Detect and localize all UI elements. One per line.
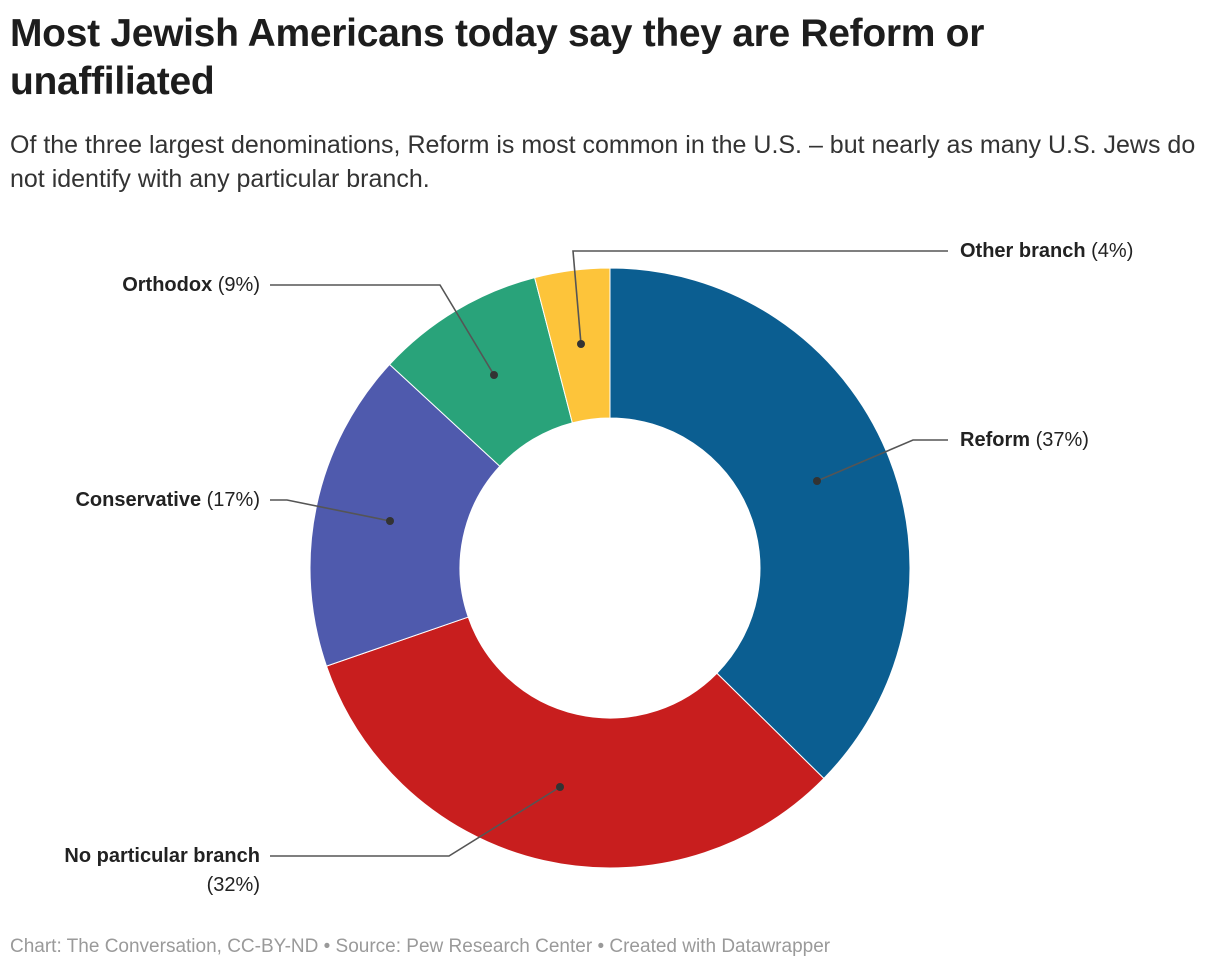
label-name: Other branch — [960, 240, 1086, 262]
leader-line-orthodox — [270, 284, 495, 376]
chart-title: Most Jewish Americans today say they are… — [10, 12, 985, 103]
label-value: (9%) — [217, 274, 260, 296]
label-conservative: Conservative (17%) — [75, 486, 260, 515]
leader-dot-no-particular-branch — [556, 783, 564, 791]
chart-footer: Chart: The Conversation, CC-BY-ND • Sour… — [10, 936, 831, 957]
slice-other-branch — [534, 267, 611, 424]
label-no-particular-branch: No particular branch (32%) — [64, 842, 260, 900]
label-value: (32%) — [206, 874, 260, 896]
leader-line-no-particular-branch — [270, 786, 561, 857]
chart-subtitle: Of the three largest denominations, Refo… — [10, 131, 1196, 193]
leader-line-conservative — [270, 499, 391, 522]
label-name: No particular branch — [64, 845, 260, 867]
label-value: (4%) — [1091, 240, 1134, 262]
leader-line-other-branch — [572, 250, 948, 345]
leader-dot-conservative — [386, 517, 394, 525]
label-other-branch: Other branch (4%) — [960, 237, 1133, 266]
leader-dot-orthodox — [490, 371, 498, 379]
label-name: Conservative — [75, 489, 202, 511]
slice-conservative — [309, 363, 501, 667]
slice-no-particular-branch — [325, 616, 825, 869]
label-name: Reform — [960, 429, 1031, 451]
leader-dot-reform — [813, 477, 821, 485]
label-orthodox: Orthodox (9%) — [122, 271, 260, 300]
leader-dot-other-branch — [577, 340, 585, 348]
label-reform: Reform (37%) — [960, 426, 1089, 455]
label-value: (17%) — [206, 489, 260, 511]
label-value: (37%) — [1035, 429, 1089, 451]
leader-line-reform — [816, 439, 948, 482]
label-name: Orthodox — [122, 274, 213, 296]
slice-reform — [609, 267, 911, 780]
